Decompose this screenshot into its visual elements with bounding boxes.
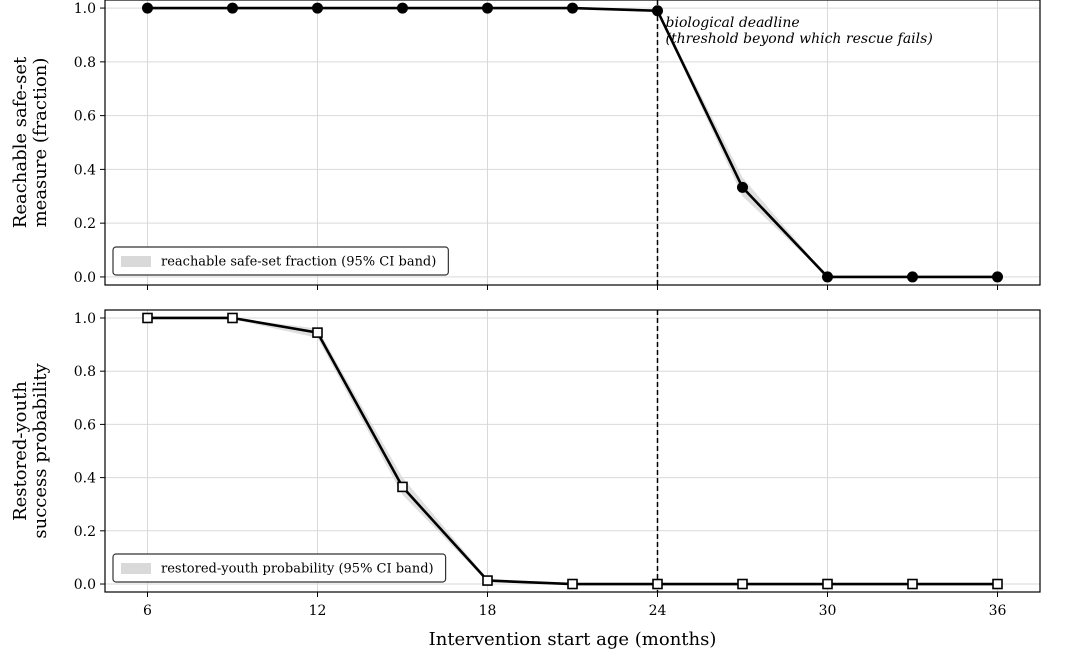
- data-point: [907, 271, 918, 283]
- y-axis-title-line: measure (fraction): [30, 58, 51, 228]
- data-point: [652, 578, 663, 590]
- data-point: [737, 578, 748, 590]
- axes-frame: [104, 309, 1041, 593]
- data-point: [652, 5, 663, 17]
- data-point: [142, 2, 153, 14]
- data-point: [992, 271, 1003, 283]
- y-tick-label: 0.6: [74, 417, 96, 433]
- x-tick-label: 24: [649, 603, 667, 619]
- legend-label: reachable safe-set fraction (95% CI band…: [161, 255, 436, 270]
- legend-swatch: [121, 563, 151, 574]
- y-axis-title-line: Restored-youth: [10, 381, 31, 521]
- series-line: [147, 6, 998, 279]
- y-tick-label: 0.0: [74, 577, 96, 593]
- x-tick-label: 6: [143, 603, 152, 619]
- legend-box: [112, 553, 447, 583]
- y-tick-label: 1.0: [74, 1, 96, 17]
- data-point: [567, 2, 578, 14]
- x-tick-label: 36: [989, 603, 1007, 619]
- y-tick-label: 0.2: [74, 216, 96, 232]
- data-point: [397, 481, 408, 493]
- data-point: [822, 271, 833, 283]
- data-point: [227, 2, 238, 14]
- data-point: [907, 578, 918, 590]
- legend-label: restored-youth probability (95% CI band): [161, 562, 434, 577]
- data-point: [397, 2, 408, 14]
- data-point: [822, 578, 833, 590]
- data-point: [142, 312, 153, 324]
- ci-band: [147, 8, 998, 277]
- data-point: [567, 578, 578, 590]
- legend: reachable safe-set fraction (95% CI band…: [112, 246, 449, 276]
- y-axis-title: Restored-youthsuccess probability: [10, 363, 51, 539]
- data-point: [227, 312, 238, 324]
- ci-band: [147, 317, 998, 585]
- y-tick-label: 1.0: [74, 311, 96, 327]
- data-point: [312, 2, 323, 14]
- y-axis-title-line: success probability: [30, 363, 51, 539]
- x-tick-label: 18: [479, 603, 497, 619]
- y-tick-label: 0.8: [74, 364, 96, 380]
- legend: restored-youth probability (95% CI band): [112, 553, 447, 583]
- y-tick-label: 0.4: [74, 471, 96, 487]
- deadline-annotation: (threshold beyond which rescue fails): [666, 31, 933, 47]
- x-tick-label: 30: [819, 603, 837, 619]
- data-point: [312, 327, 323, 338]
- data-point: [737, 181, 748, 193]
- y-axis-title: Reachable safe-setmeasure (fraction): [10, 56, 51, 228]
- y-tick-label: 0.6: [74, 109, 96, 125]
- data-point: [482, 2, 493, 14]
- x-tick-label: 12: [309, 603, 327, 619]
- y-tick-label: 0.2: [74, 524, 96, 540]
- panel-2: 0.0 0.2 0.4 0.6 0.8 1.0 6 12 18 24 30 36 Restored-yo…: [10, 309, 1041, 650]
- y-axis-title-line: Reachable safe-set: [10, 56, 31, 228]
- y-tick-label: 0.8: [74, 55, 96, 71]
- deadline-annotation: biological deadline: [666, 15, 800, 31]
- panel-1: biological deadline(threshold beyond whi…: [10, 0, 1041, 290]
- y-tick-label: 0.0: [74, 270, 96, 286]
- grid: [105, 310, 1040, 592]
- legend-swatch: [121, 256, 151, 267]
- axes-frame: [104, 0, 1041, 286]
- series-line: [147, 316, 998, 586]
- data-point: [482, 575, 493, 586]
- legend-box: [112, 246, 449, 276]
- data-point: [992, 578, 1003, 590]
- x-axis-title: Intervention start age (months): [429, 629, 717, 650]
- y-tick-label: 0.4: [74, 162, 96, 178]
